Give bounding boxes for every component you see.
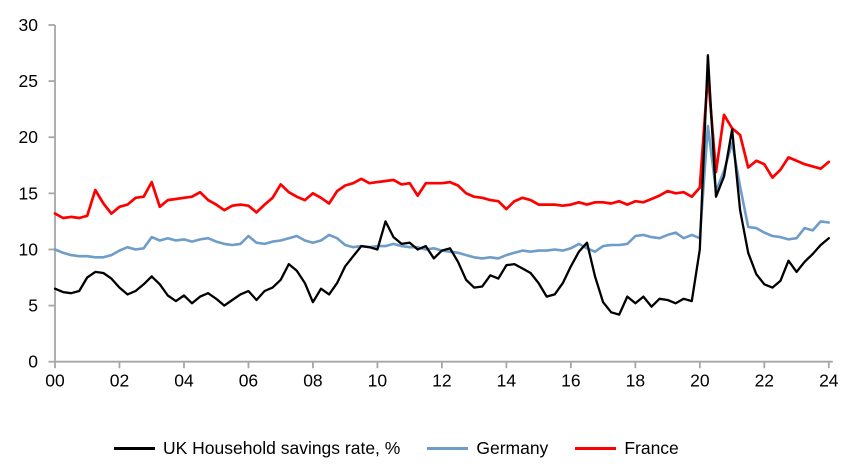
legend-item-france: France [575, 438, 679, 459]
y-tick-label: 10 [19, 239, 39, 259]
legend-line-sample-france [575, 447, 617, 450]
series-line-france [53, 73, 831, 220]
y-tick-label: 20 [19, 127, 39, 147]
x-tick-label: 20 [690, 371, 710, 391]
legend-label-france: France [624, 438, 679, 458]
x-tick-label: 06 [239, 371, 258, 391]
y-tick-label: 25 [19, 71, 38, 91]
legend-line-sample-uk [114, 447, 155, 450]
x-tick-label: 16 [561, 371, 580, 391]
legend-item-germany: Germany [427, 438, 548, 459]
x-tick-label: 04 [174, 371, 194, 391]
series-line-uk [53, 54, 830, 316]
x-tick-label: 22 [755, 371, 774, 391]
x-tick-label: 00 [45, 371, 65, 391]
legend-label-germany: Germany [476, 438, 549, 458]
x-tick-label: 08 [303, 371, 322, 391]
x-tick-label: 18 [626, 371, 645, 391]
x-tick-label: 14 [497, 371, 517, 391]
y-tick-label: 0 [28, 352, 38, 372]
legend-line-sample-germany [427, 447, 469, 450]
x-tick-label: 10 [368, 371, 388, 391]
savings-rate-line-chart: 0 5 10 15 20 25 30 00 02 04 06 08 10 12 14 16 18 20 22 24 [19, 15, 839, 391]
x-tick-label: 24 [819, 371, 839, 391]
x-tick-label: 12 [432, 371, 451, 391]
legend-item-uk: UK Household savings rate, % [114, 438, 400, 459]
y-tick-label: 30 [19, 15, 39, 35]
chart-legend: UK Household savings rate, % Germany Fra… [114, 438, 679, 459]
legend-label-uk: UK Household savings rate, % [163, 438, 401, 458]
y-tick-label: 5 [28, 296, 38, 316]
y-tick-label: 15 [19, 183, 38, 203]
x-tick-label: 02 [110, 371, 129, 391]
